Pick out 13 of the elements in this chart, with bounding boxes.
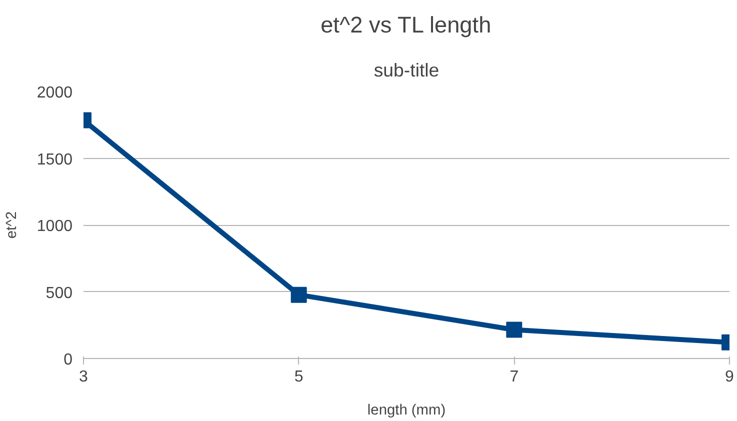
y-tick-label: 1500 (36, 151, 73, 168)
x-axis-title: length (mm) (367, 402, 446, 418)
y-tick-label: 500 (46, 284, 73, 302)
y-tick-label: 0 (64, 352, 73, 368)
y-tick-label: 1000 (36, 218, 73, 235)
chart-subtitle: sub-title (374, 60, 440, 80)
x-tick-label: 3 (79, 368, 88, 386)
chart-title: et^2 vs TL length (320, 12, 492, 38)
x-tick-label: 5 (294, 368, 304, 386)
y-tick-label: 2000 (36, 84, 73, 102)
x-tick-label: 9 (725, 368, 734, 386)
x-tick-label: 7 (510, 368, 519, 386)
y-axis-title: et^2 (4, 211, 20, 239)
